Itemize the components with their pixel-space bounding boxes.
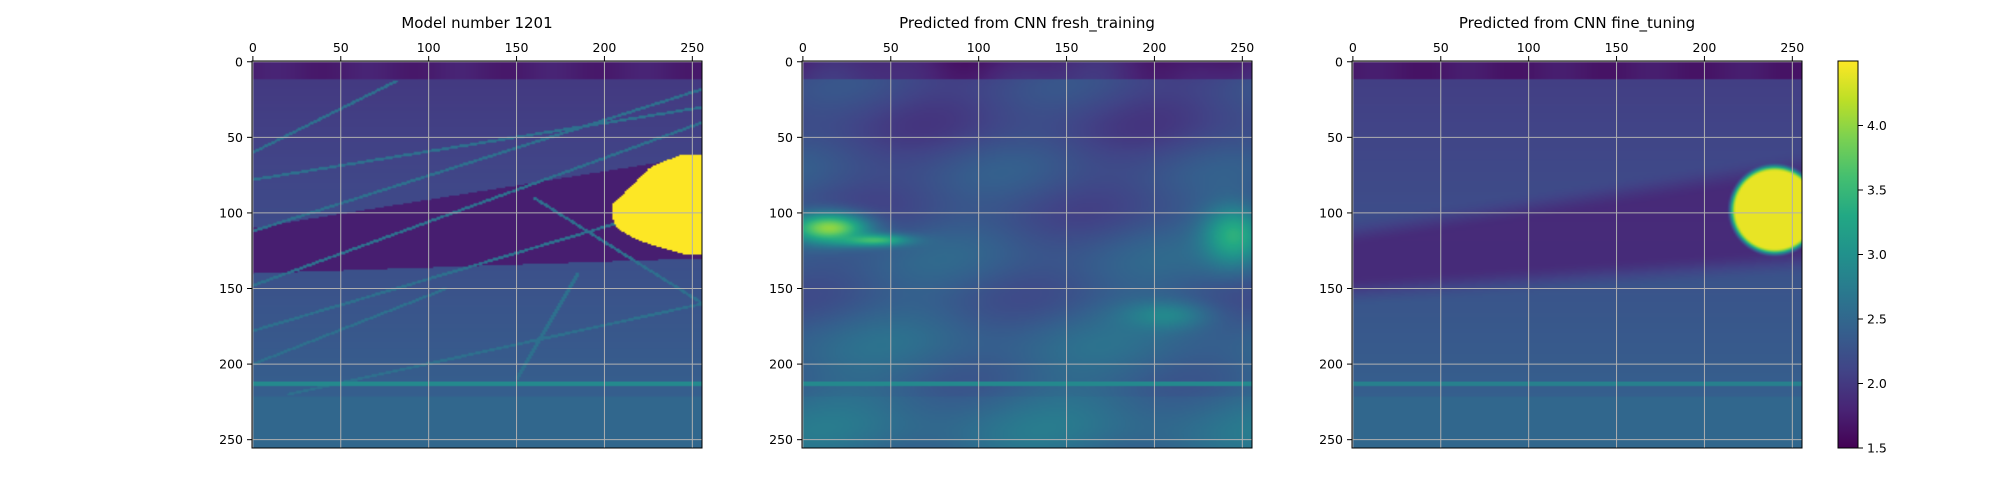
colorbar-tick-label: 2.5 [1867,312,1887,327]
y-tick-label: 0 [785,54,793,69]
x-tick-label: 200 [1143,40,1167,55]
x-tick-label: 50 [333,40,349,55]
panel-title: Predicted from CNN fresh_training [899,14,1155,33]
panel-fine-tuning: Predicted from CNN fine_tuning 0 50 100 150… [1319,14,1804,449]
x-axis-ticks: 0 50 100 150 200 250 [1349,40,1804,61]
y-tick-label: 150 [219,281,243,296]
panel-title: Model number 1201 [401,14,552,32]
y-tick-label: 200 [1319,357,1343,372]
y-tick-label: 50 [1327,130,1343,145]
x-tick-label: 150 [1055,40,1079,55]
x-tick-label: 150 [505,40,529,55]
panel-title: Predicted from CNN fine_tuning [1459,14,1695,33]
y-tick-label: 50 [227,130,243,145]
x-tick-label: 100 [1517,40,1541,55]
x-tick-label: 200 [593,40,617,55]
colorbar-tick-label: 3.5 [1867,183,1887,198]
x-tick-label: 250 [1230,40,1254,55]
grid-lines [802,61,1252,448]
heatmap-image [802,61,1252,448]
x-tick-label: 50 [1433,40,1449,55]
x-tick-label: 100 [417,40,441,55]
plot-frame [251,60,703,449]
y-tick-label: 250 [219,432,243,447]
y-tick-label: 150 [769,281,793,296]
x-tick-label: 250 [680,40,704,55]
x-tick-label: 0 [799,40,807,55]
x-axis-ticks: 0 50 100 150 200 250 [799,40,1254,61]
y-tick-label: 200 [219,357,243,372]
y-axis-ticks: 0 50 100 150 200 250 [1319,54,1352,447]
y-tick-label: 250 [1319,432,1343,447]
x-tick-label: 150 [1605,40,1629,55]
y-tick-label: 200 [769,357,793,372]
y-axis-ticks: 0 50 100 150 200 250 [219,54,252,447]
y-tick-label: 250 [769,432,793,447]
x-tick-label: 0 [249,40,257,55]
colorbar-tick-label: 1.5 [1867,441,1887,456]
heatmap-image [1352,61,1802,448]
x-tick-label: 200 [1693,40,1717,55]
plot-frame [1351,60,1803,449]
y-tick-label: 100 [1319,205,1343,220]
y-tick-label: 100 [769,205,793,220]
x-tick-label: 0 [1349,40,1357,55]
panel-fresh-training: Predicted from CNN fresh_training 0 50 100… [769,14,1254,449]
x-tick-label: 250 [1780,40,1804,55]
panel-model: Model number 1201 0 50 100 150 200 250 0 50 100… [219,14,704,449]
colorbar-gradient [1838,61,1858,448]
y-tick-label: 0 [1335,54,1343,69]
y-tick-label: 150 [1319,281,1343,296]
grid-lines [1352,61,1802,448]
colorbar-tick-label: 3.0 [1867,247,1887,262]
plot-frame [801,60,1253,449]
colorbar-tick-label: 4.0 [1867,118,1887,133]
colorbar-tick-label: 2.0 [1867,376,1887,391]
grid-lines [252,61,702,448]
colorbar-ticks: 1.5 2.0 2.5 3.0 3.5 4.0 [1858,118,1887,456]
y-axis-ticks: 0 50 100 150 200 250 [769,54,802,447]
y-tick-label: 100 [219,205,243,220]
colorbar: 1.5 2.0 2.5 3.0 3.5 4.0 [1837,60,1887,456]
heatmap-image [252,61,702,448]
x-axis-ticks: 0 50 100 150 200 250 [249,40,704,61]
y-tick-label: 50 [777,130,793,145]
x-tick-label: 100 [967,40,991,55]
y-tick-label: 0 [235,54,243,69]
x-tick-label: 50 [883,40,899,55]
